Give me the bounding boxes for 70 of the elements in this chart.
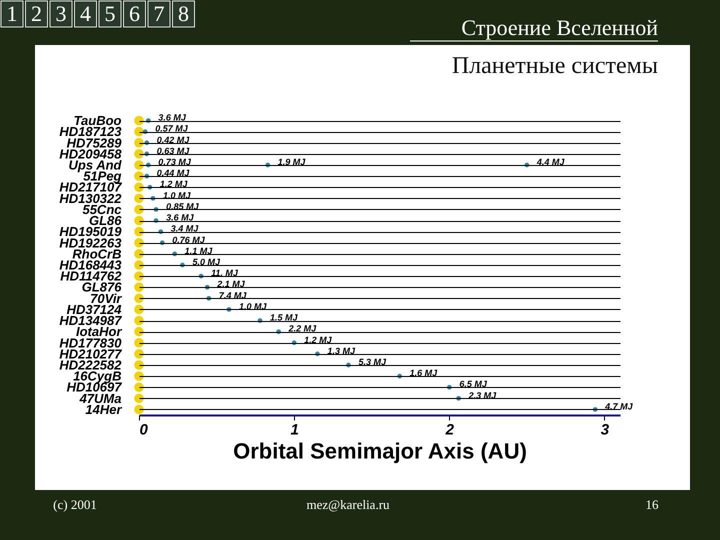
point	[134, 282, 144, 292]
annotation: 2.1 MJ	[216, 279, 246, 290]
annotation: 1.3 MJ	[327, 346, 356, 356]
point	[134, 171, 144, 181]
annotation: 3.6 MJ	[166, 212, 195, 223]
point	[134, 160, 144, 170]
annotation: 1.2 MJ	[160, 179, 188, 190]
point	[134, 249, 144, 259]
point	[134, 204, 144, 214]
point	[134, 326, 144, 336]
annotation: 0.57 MJ	[155, 124, 189, 134]
x-tick-label: 1	[290, 422, 299, 438]
y-tick-label: HD130322	[59, 190, 122, 206]
annotation: 1.6 MJ	[410, 368, 438, 378]
point	[134, 194, 144, 204]
point	[134, 404, 144, 414]
chart-title: Строение Вселенной	[461, 15, 658, 40]
text: mez@karelia.ru	[306, 497, 390, 512]
point	[134, 149, 144, 159]
point	[134, 316, 144, 326]
annotation: 0.73 MJ	[158, 157, 192, 167]
annotation: 1.1 MJ	[184, 246, 214, 256]
text: 5	[104, 1, 116, 26]
point	[134, 126, 144, 136]
point	[134, 216, 144, 226]
point	[134, 116, 144, 126]
chart-subtitle: Планетные системы	[452, 53, 658, 79]
point	[134, 371, 144, 381]
annotation: 0.63 MJ	[156, 146, 190, 156]
annotation: 0.42 MJ	[156, 134, 190, 145]
y-tick-label: 47UMa	[78, 390, 122, 406]
x-tick-label: 0	[140, 422, 148, 438]
point	[134, 138, 144, 148]
annotation: 4.4 MJ	[536, 157, 566, 167]
annotation: 3.6 MJ	[158, 112, 187, 123]
point	[134, 382, 144, 392]
annotation: 0.76 MJ	[172, 234, 206, 245]
point	[134, 238, 144, 248]
annotation: 5.3 MJ	[358, 357, 387, 367]
annotation: 1.9 MJ	[278, 157, 306, 167]
point	[134, 226, 144, 236]
annotation: 2.2 MJ	[288, 324, 318, 334]
text: 2	[31, 1, 42, 26]
annotation: 1.5 MJ	[270, 312, 299, 323]
text: 4	[80, 1, 91, 26]
annotation: 1.2 MJ	[304, 334, 333, 345]
text: 16	[646, 497, 659, 512]
point	[134, 394, 144, 404]
x-tick-label: 2	[444, 422, 455, 438]
text: (c) 2001	[53, 497, 97, 512]
point	[134, 271, 144, 281]
point	[134, 182, 144, 192]
point	[134, 360, 144, 370]
text: 8	[178, 1, 189, 26]
text: 7	[154, 1, 164, 26]
text: 6	[129, 1, 140, 26]
text: 3	[56, 1, 66, 26]
point	[134, 338, 144, 348]
point	[134, 294, 144, 304]
point	[134, 304, 144, 314]
x-axis-title: Orbital Semimajor Axis (AU)	[233, 438, 527, 464]
point	[134, 349, 144, 359]
annotation: 3.4 MJ	[170, 224, 200, 234]
point	[134, 260, 144, 270]
annotation: 0.44 MJ	[156, 168, 190, 178]
annotation: 11. MJ	[211, 268, 239, 278]
annotation: 5.0 MJ	[192, 257, 221, 267]
text: 1	[6, 1, 18, 26]
annotation: 6.5 MJ	[459, 379, 488, 390]
x-tick-label: 3	[600, 422, 610, 438]
